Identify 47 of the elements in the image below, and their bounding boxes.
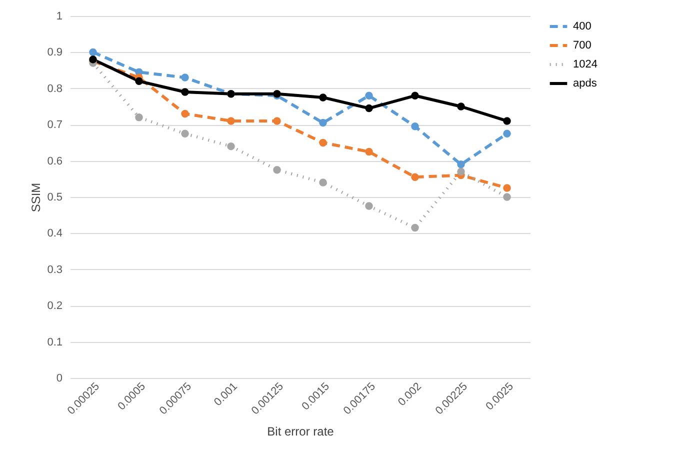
y-tick-label: 0.5 — [47, 192, 62, 204]
point — [319, 94, 327, 102]
y-tick-label: 0.2 — [47, 300, 62, 312]
point — [411, 173, 419, 181]
point — [457, 102, 465, 110]
point — [319, 138, 327, 147]
point — [503, 193, 511, 201]
point — [365, 92, 373, 100]
point — [273, 117, 281, 125]
y-tick-label: 1 — [56, 10, 62, 22]
point — [457, 160, 465, 168]
point — [411, 122, 419, 130]
point — [181, 74, 189, 82]
y-tick-label: 0.6 — [47, 155, 62, 168]
point — [457, 168, 465, 176]
point — [365, 104, 373, 112]
point — [319, 178, 327, 186]
y-tick-label: 0.7 — [47, 119, 62, 132]
point — [411, 92, 419, 100]
x-axis-title: Bit error rate — [267, 424, 334, 438]
y-tick-label: 0 — [56, 372, 62, 384]
y-tick-label: 0.4 — [47, 228, 62, 240]
point — [365, 202, 373, 210]
y-tick-label: 0.8 — [47, 82, 62, 95]
point — [365, 148, 373, 156]
y-tick-label: 0.3 — [47, 264, 62, 276]
point — [503, 117, 511, 125]
legend-label: apds — [573, 78, 598, 90]
point — [273, 166, 281, 174]
legend-label: 400 — [573, 20, 592, 32]
y-axis-title: SSIM — [29, 182, 44, 212]
point — [319, 118, 327, 127]
legend-label: 700 — [573, 40, 592, 52]
point — [135, 77, 143, 86]
point — [503, 184, 511, 192]
legend-label: 1024 — [573, 58, 598, 70]
y-tick-label: 0.9 — [47, 46, 62, 59]
point — [227, 142, 235, 150]
point — [89, 48, 97, 56]
y-tick-label: 0.1 — [47, 336, 62, 348]
point — [181, 88, 189, 96]
point — [181, 130, 189, 138]
point — [181, 110, 189, 118]
point — [503, 130, 511, 138]
point — [227, 117, 235, 125]
point — [135, 113, 143, 122]
point — [411, 224, 419, 232]
